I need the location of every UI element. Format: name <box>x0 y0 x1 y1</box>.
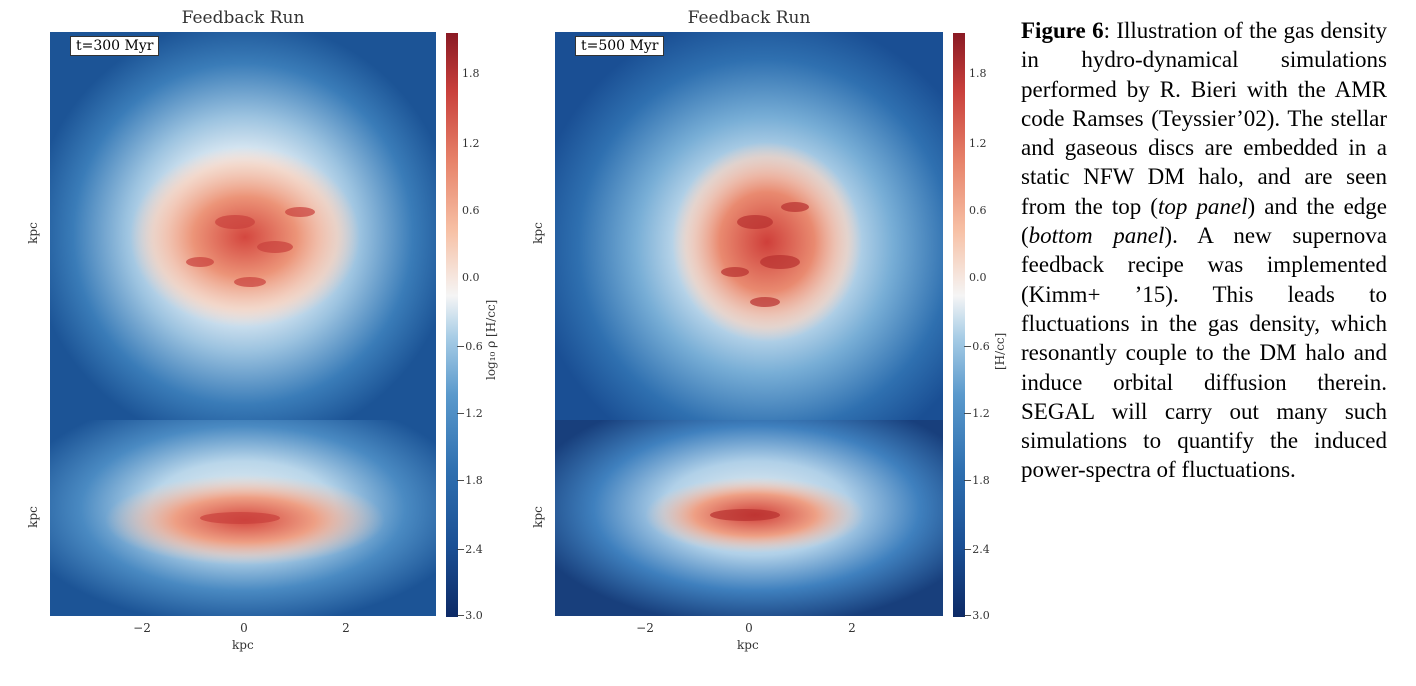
colorbar <box>446 33 458 617</box>
x-tick: 0 <box>240 621 248 635</box>
density-image-top <box>50 32 436 420</box>
colorbar-tick: −2.4 <box>456 543 483 556</box>
colorbar-tick: −2.4 <box>963 543 990 556</box>
colorbar-tick: −3.0 <box>963 609 990 622</box>
y-axis-label-bottom: kpc <box>25 506 40 528</box>
colorbar-tick: −0.6 <box>456 340 483 353</box>
colorbar-tick: −1.2 <box>963 407 990 420</box>
colorbar-tick: −1.8 <box>963 474 990 487</box>
x-axis-label: kpc <box>232 638 254 652</box>
caption-text: ). A new supernova feedback recipe was i… <box>1021 223 1387 483</box>
panel-title: Feedback Run <box>687 8 811 28</box>
y-axis-label-bottom: kpc <box>530 506 545 528</box>
y-axis-label-top: kpc <box>25 222 40 244</box>
colorbar-tick: −1.2 <box>456 407 483 420</box>
caption-text: ) and the edge ( <box>1021 193 1387 249</box>
x-tick: −2 <box>636 621 654 635</box>
density-image-bottom <box>50 420 436 616</box>
colorbar-label: log₁₀ ρ [H/cc] <box>484 299 498 380</box>
colorbar-label: [H/cc] <box>993 332 1007 370</box>
density-image-bottom <box>555 420 943 616</box>
colorbar-tick: 1.8 <box>462 67 480 80</box>
colorbar-tick: 0.0 <box>969 271 987 284</box>
x-tick: 2 <box>848 621 856 635</box>
time-label: t=500 Myr <box>575 36 665 56</box>
density-image-top <box>555 32 943 420</box>
colorbar-tick: 1.2 <box>969 137 987 150</box>
figure-label: Figure 6 <box>1021 18 1104 43</box>
colorbar-tick: −0.6 <box>963 340 990 353</box>
caption-italic-bottom: bottom panel <box>1028 223 1165 249</box>
density-map-bottom <box>50 420 436 616</box>
time-label: t=300 Myr <box>70 36 160 56</box>
x-tick: −2 <box>133 621 151 635</box>
density-map-top: t=500 Myr <box>555 32 943 420</box>
caption-italic-top: top panel <box>1157 193 1248 219</box>
colorbar <box>953 33 965 617</box>
colorbar-tick: 0.6 <box>462 204 480 217</box>
colorbar-tick: 1.8 <box>969 67 987 80</box>
x-tick: 2 <box>342 621 350 635</box>
x-axis-label: kpc <box>737 638 759 652</box>
x-tick: 0 <box>745 621 753 635</box>
y-axis-label-top: kpc <box>530 222 545 244</box>
panel-title: Feedback Run <box>181 8 305 28</box>
colorbar-tick: 1.2 <box>462 137 480 150</box>
colorbar-tick: 0.6 <box>969 204 987 217</box>
colorbar-tick: −1.8 <box>456 474 483 487</box>
density-map-bottom <box>555 420 943 616</box>
caption-text: : Illustration of the gas density in hyd… <box>1021 18 1388 219</box>
colorbar-tick: 0.0 <box>462 271 480 284</box>
density-map-top: t=300 Myr <box>50 32 436 420</box>
colorbar-tick: −3.0 <box>456 609 483 622</box>
figure-caption: Figure 6: Illustration of the gas densit… <box>1021 16 1387 485</box>
